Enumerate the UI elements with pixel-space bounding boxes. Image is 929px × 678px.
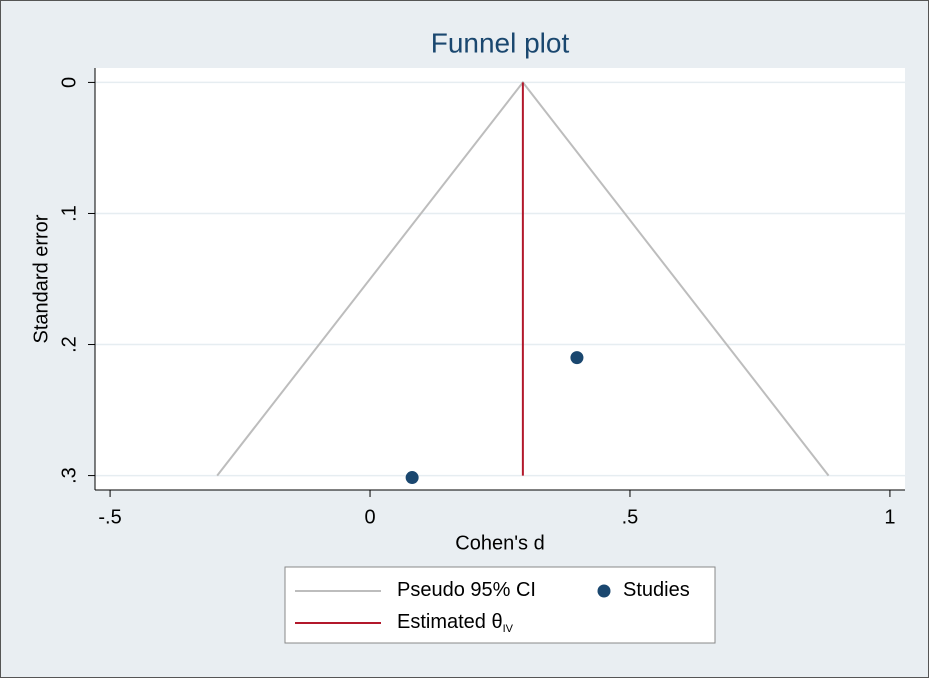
y-tick-label: .3 (58, 467, 80, 484)
plot-area (95, 68, 905, 490)
x-axis-title: Cohen's d (455, 532, 544, 554)
y-tick-label: 0 (58, 77, 80, 88)
study-point (570, 351, 584, 365)
series-line (216, 80, 830, 477)
legend-label-text: Estimated θ (397, 611, 503, 633)
legend-label: Pseudo 95% CI (397, 579, 536, 601)
chart-title: Funnel plot (431, 27, 570, 58)
y-tick-label: .1 (58, 205, 80, 222)
legend-label: Studies (623, 579, 690, 601)
study-point (405, 471, 419, 485)
x-tick-label: 0 (364, 506, 375, 528)
legend-label-text: Studies (623, 579, 690, 601)
legend-symbol (597, 584, 611, 598)
legend-label-text: Pseudo 95% CI (397, 579, 536, 601)
y-axis-title: Standard error (30, 214, 52, 343)
x-tick-label: 1 (884, 506, 895, 528)
y-tick-label: .2 (58, 336, 80, 353)
legend-label: Estimated θIV (397, 611, 514, 635)
x-tick-label: -.5 (98, 506, 121, 528)
legend (284, 566, 716, 644)
x-tick-label: .5 (622, 506, 639, 528)
legend-label-subscript: IV (503, 623, 514, 635)
